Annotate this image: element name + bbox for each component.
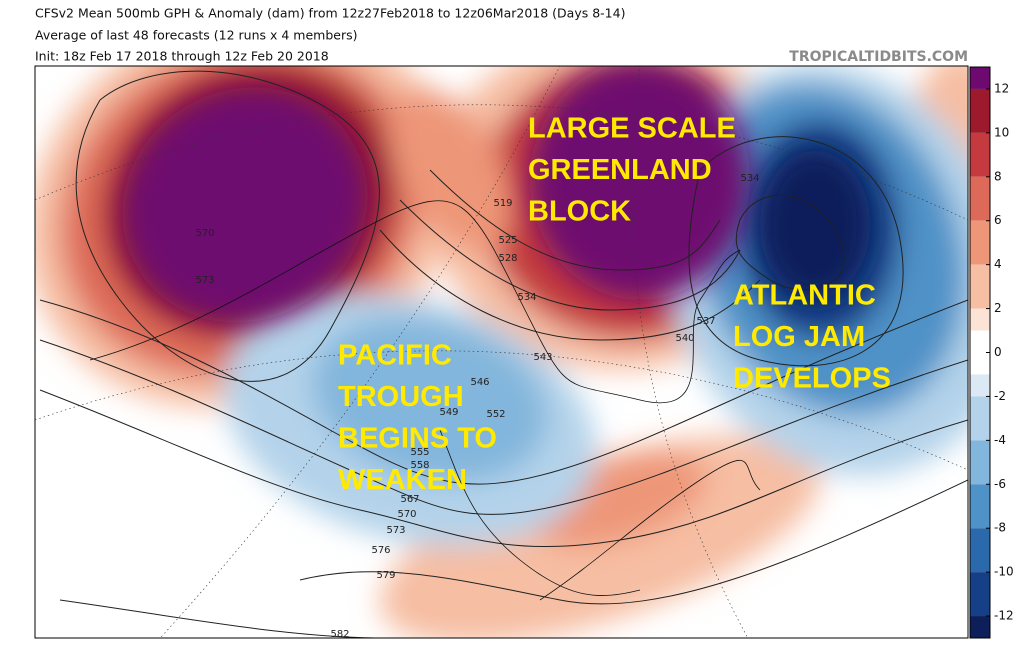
colorbar-band — [970, 572, 990, 617]
colorbar-tick-label: -6 — [994, 477, 1006, 491]
contour-label: 528 — [498, 253, 517, 264]
annotation: GREENLAND — [528, 154, 712, 186]
annotation: PACIFIC — [338, 340, 452, 372]
subtitle: Average of last 48 forecasts (12 runs x … — [35, 28, 357, 43]
contour-label: 540 — [675, 333, 694, 344]
colorbar-tick-label: 6 — [994, 213, 1002, 227]
contour-label: 582 — [330, 629, 349, 640]
contour-label: 573 — [195, 275, 214, 286]
contour-label: 579 — [376, 570, 395, 581]
colorbar-band — [970, 88, 990, 133]
colorbar-band — [970, 67, 990, 89]
colorbar-tick-label: 4 — [994, 257, 1002, 271]
contour-label: 573 — [386, 525, 405, 536]
colorbar-band — [970, 176, 990, 221]
contour-label: 549 — [439, 407, 458, 418]
annotation: WEAKEN — [338, 464, 467, 496]
colorbar-band — [970, 484, 990, 529]
contour-label: 555 — [410, 447, 429, 458]
colorbar-band — [970, 616, 990, 638]
annotation: LOG JAM — [733, 321, 865, 353]
colorbar-band — [970, 396, 990, 441]
contour-label: 570 — [397, 509, 416, 520]
contour-label: 546 — [470, 377, 489, 388]
annotation: ATLANTIC — [733, 280, 876, 312]
colorbar-tick-label: 0 — [994, 345, 1002, 359]
colorbar-tick-label: -10 — [994, 565, 1014, 579]
annotation: BEGINS TO — [338, 423, 497, 455]
colorbar-band — [970, 132, 990, 177]
colorbar-band — [970, 528, 990, 573]
contour-label: 570 — [195, 228, 214, 239]
map-frame — [34, 65, 969, 639]
colorbar-tick-label: -12 — [994, 609, 1014, 623]
colorbar-tick-label: 12 — [994, 81, 1009, 95]
annotation: LARGE SCALE — [528, 113, 736, 145]
contour-label: 537 — [696, 316, 715, 327]
colorbar-band — [970, 308, 990, 331]
contour-label: 534 — [517, 292, 536, 303]
contour-label: 558 — [410, 460, 429, 471]
colorbar-band — [970, 330, 990, 375]
contour-label: 525 — [498, 235, 517, 246]
annotation: DEVELOPS — [733, 363, 891, 395]
contour-label: 567 — [400, 494, 419, 505]
colorbar-band — [970, 374, 990, 397]
annotation: BLOCK — [528, 196, 631, 228]
annotation: TROUGH — [338, 381, 464, 413]
colorbar-tick-label: 10 — [994, 125, 1009, 139]
contour-label: 543 — [533, 352, 552, 363]
colorbar-band — [970, 220, 990, 265]
colorbar-tick-label: -2 — [994, 389, 1006, 403]
colorbar-tick-label: -4 — [994, 433, 1006, 447]
contour-label: 576 — [371, 545, 390, 556]
init-line: Init: 18z Feb 17 2018 through 12z Feb 20… — [35, 49, 329, 64]
contour-label: 534 — [740, 173, 759, 184]
contour-label: 519 — [493, 198, 512, 209]
contour-label: 552 — [486, 409, 505, 420]
colorbar-band — [970, 264, 990, 309]
colorbar-tick-label: 2 — [994, 301, 1002, 315]
title: CFSv2 Mean 500mb GPH & Anomaly (dam) fro… — [35, 6, 625, 21]
colorbar-tick-label: -8 — [994, 521, 1006, 535]
colorbar-tick-label: 8 — [994, 169, 1002, 183]
credit: TROPICALTIDBITS.COM — [789, 49, 968, 65]
colorbar-band — [970, 440, 990, 485]
